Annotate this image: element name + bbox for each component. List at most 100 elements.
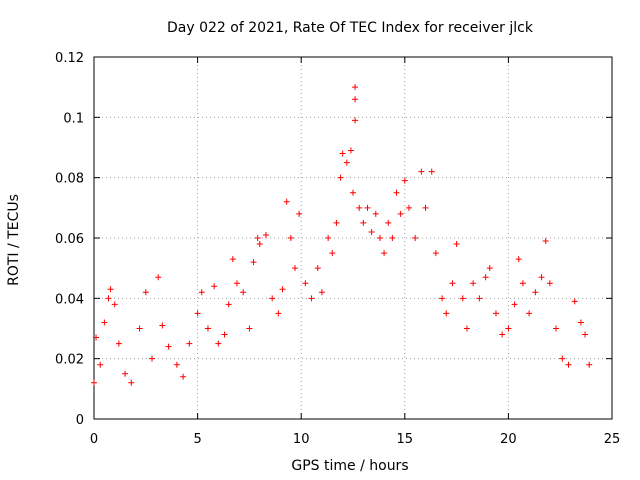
- data-point: [511, 301, 518, 308]
- data-point: [381, 250, 388, 257]
- data-point: [538, 274, 545, 281]
- data-point: [91, 379, 97, 386]
- data-point: [422, 204, 429, 211]
- data-point: [565, 361, 572, 368]
- grid: [94, 57, 612, 419]
- data-point: [443, 310, 450, 317]
- data-point: [291, 265, 298, 272]
- data-point: [553, 325, 560, 332]
- data-point: [347, 147, 354, 154]
- x-tick-label: 25: [604, 432, 621, 447]
- data-point: [111, 301, 118, 308]
- data-point: [492, 310, 499, 317]
- data-point: [194, 310, 201, 317]
- y-tick-label: 0.1: [63, 111, 84, 126]
- data-point: [439, 295, 446, 302]
- data-point: [515, 256, 522, 263]
- data-point: [165, 343, 172, 350]
- data-point: [389, 235, 396, 241]
- data-point: [463, 325, 470, 332]
- data-point: [350, 189, 356, 196]
- data-point: [221, 331, 228, 338]
- data-point: [107, 286, 114, 293]
- data-point: [364, 204, 371, 211]
- data-point: [486, 265, 493, 272]
- data-point: [499, 331, 506, 338]
- data-point: [453, 241, 460, 248]
- data-point: [211, 283, 218, 290]
- data-point: [532, 289, 539, 296]
- data-point: [215, 340, 222, 347]
- data-point: [302, 280, 309, 287]
- data-point: [393, 189, 400, 196]
- data-point: [155, 274, 162, 281]
- x-tick-label: 15: [397, 432, 414, 447]
- data-point: [339, 150, 346, 157]
- y-tick-label: 0.04: [55, 292, 84, 307]
- data-point: [405, 204, 412, 211]
- data-point: [308, 295, 315, 302]
- data-point: [142, 289, 149, 296]
- data-point: [225, 301, 232, 308]
- data-point: [428, 168, 435, 175]
- x-tick-label: 5: [193, 432, 201, 447]
- data-point: [180, 373, 187, 380]
- data-point: [476, 295, 483, 302]
- chart-title: Day 022 of 2021, Rate Of TEC Index for r…: [167, 20, 534, 36]
- data-point: [397, 210, 404, 217]
- data-point: [372, 210, 379, 217]
- data-point: [352, 96, 359, 103]
- data-point: [432, 250, 439, 257]
- data-point: [352, 117, 359, 124]
- data-point: [287, 235, 294, 241]
- data-point: [240, 289, 247, 296]
- y-tick-label: 0.08: [55, 172, 84, 187]
- data-point: [519, 280, 526, 287]
- data-point: [115, 340, 122, 347]
- data-point: [101, 319, 108, 326]
- data-point: [136, 325, 143, 332]
- data-point: [233, 280, 240, 287]
- data-point: [418, 168, 425, 175]
- data-point: [385, 219, 392, 226]
- data-point: [204, 325, 211, 332]
- data-point: [449, 280, 456, 287]
- data-point: [401, 177, 408, 184]
- data-point: [329, 250, 336, 257]
- x-tick-label: 20: [500, 432, 517, 447]
- data-point: [343, 159, 350, 166]
- y-tick-label: 0: [76, 413, 84, 428]
- data-point: [325, 235, 332, 241]
- data-point: [256, 241, 263, 248]
- y-axis-label: ROTI / TECUs: [6, 194, 22, 286]
- data-point: [586, 361, 593, 368]
- data-point: [482, 274, 489, 281]
- scatter-points: [91, 84, 593, 386]
- data-point: [368, 228, 375, 235]
- data-point: [526, 310, 533, 317]
- data-point: [542, 238, 549, 245]
- data-point: [318, 289, 325, 296]
- data-point: [582, 331, 589, 338]
- data-point: [198, 289, 205, 296]
- x-tick-label: 0: [90, 432, 98, 447]
- data-point: [571, 298, 578, 305]
- x-axis-label: GPS time / hours: [291, 458, 408, 474]
- data-point: [229, 256, 236, 263]
- data-point: [275, 310, 282, 317]
- data-point: [360, 219, 367, 226]
- data-point: [246, 325, 253, 332]
- data-point: [314, 265, 321, 272]
- data-point: [296, 210, 303, 217]
- data-point: [352, 84, 359, 91]
- x-tick-label: 10: [293, 432, 310, 447]
- data-point: [559, 355, 566, 362]
- data-point: [283, 198, 290, 205]
- data-point: [122, 370, 129, 377]
- data-point: [459, 295, 466, 302]
- data-point: [333, 219, 340, 226]
- data-point: [93, 334, 100, 341]
- data-point: [149, 355, 156, 362]
- data-point: [97, 361, 104, 368]
